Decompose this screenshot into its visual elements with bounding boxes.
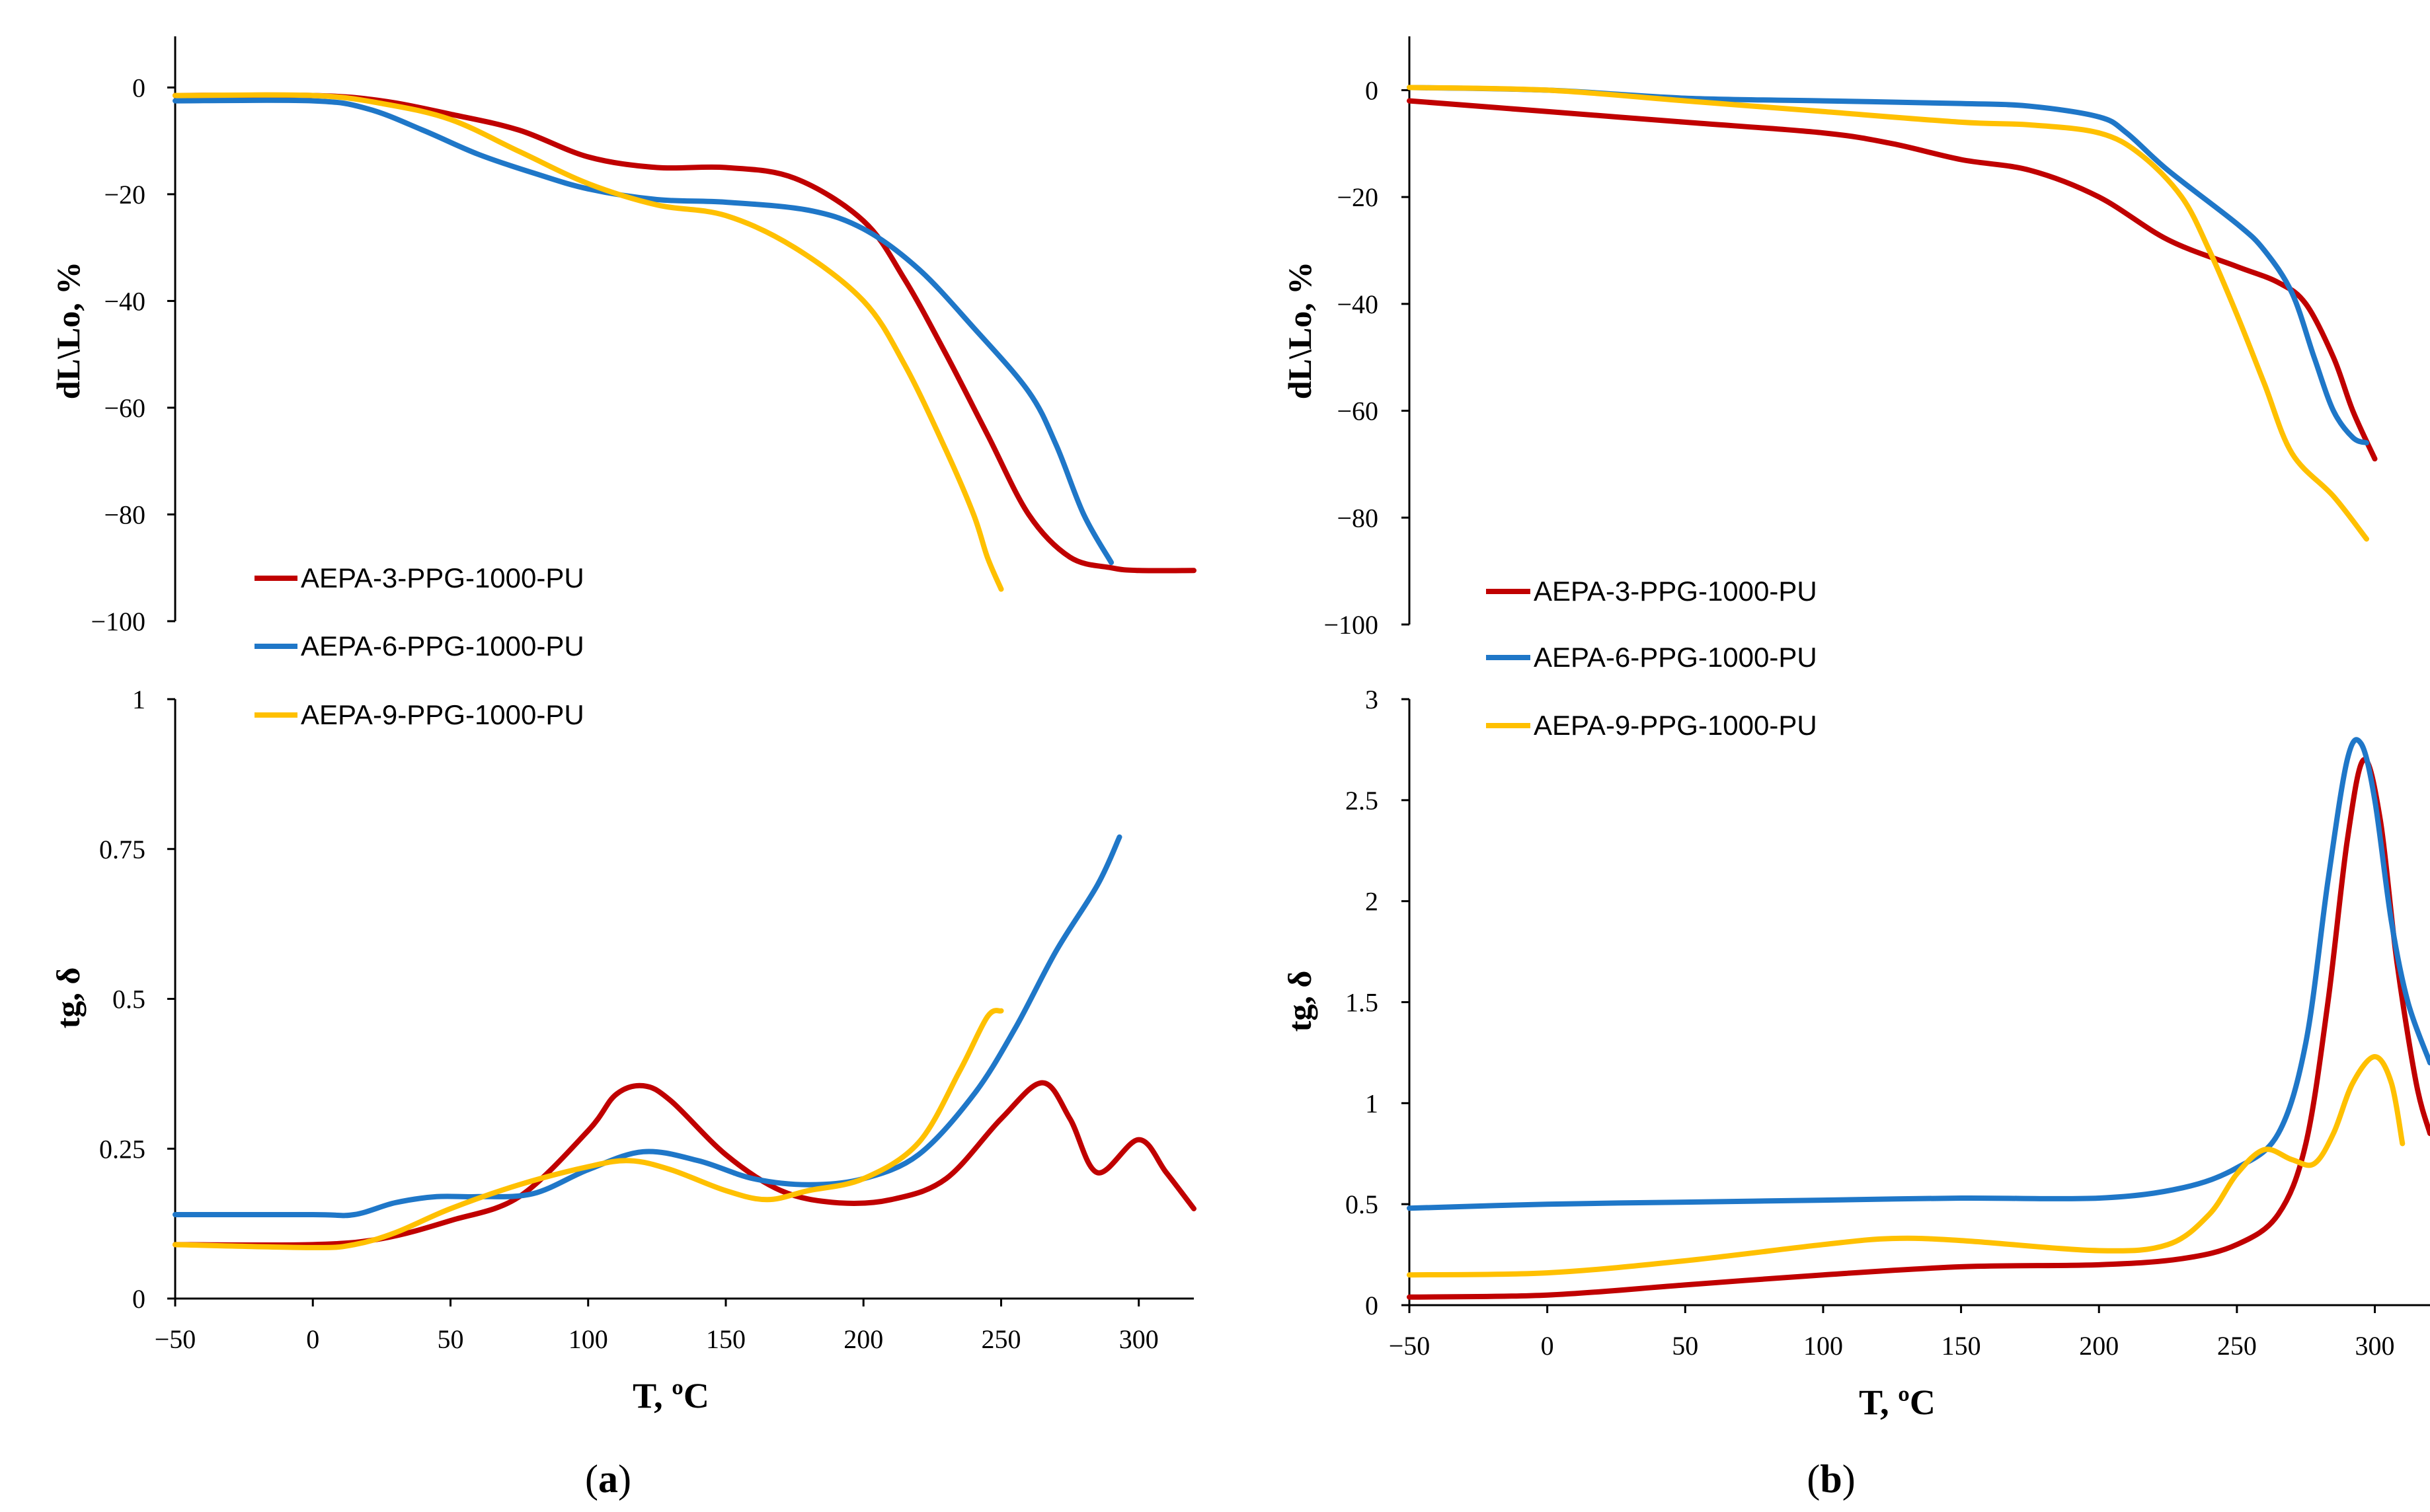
x-tick-label: 200 [2079,1331,2119,1361]
panel-label-a-letter: a [598,1457,618,1501]
x-tick-label: 250 [2217,1331,2257,1361]
legend-a-label-2: AEPA-6-PPG-1000-PU [301,630,584,662]
y-tick-label: 0.5 [1345,1190,1378,1219]
chart-b-bottom-y-label: tg, δ [1281,971,1318,1032]
y-tick-label: 1 [1365,1088,1378,1118]
legend-b-label-3: AEPA-9-PPG-1000-PU [1534,710,1817,741]
y-tick-label: 2.5 [1345,786,1378,815]
chart-b-top-y-label: dL\Lo, % [1281,262,1318,399]
y-tick-label: −80 [1337,503,1378,533]
panel-label-a: (a) [585,1457,631,1501]
chart-b-tan-delta: tg, δ 0 0.5 1 1.5 2 2.5 3 −50 0 50 100 150 200 250 30… [1281,685,2430,1422]
x-tick-label: 200 [843,1324,883,1354]
legend-b-label-2: AEPA-6-PPG-1000-PU [1534,642,1817,673]
x-tick-label: 100 [568,1324,608,1354]
x-tick-label: 300 [2355,1331,2395,1361]
series-line-aepa-6-ppg-1000-pu [173,97,1115,566]
x-tick-label: 0 [1541,1331,1554,1361]
chart-b-bottom-y-ticks: 0 0.5 1 1.5 2 2.5 3 [1345,685,1409,1320]
chart-a-top-series [173,92,1196,592]
y-tick-label: 0 [1365,1291,1378,1320]
chart-a-tan-delta: tg, δ 0 0.25 0.5 0.75 1 −50 0 50 100 150 200 250 30… [50,685,1196,1416]
series-line-aepa-9-ppg-1000-pu [173,1008,1004,1250]
panel-label-b-letter: b [1820,1457,1842,1501]
y-tick-label: 3 [1365,685,1378,714]
chart-a-bottom-series [173,834,1196,1250]
y-tick-label: 1.5 [1345,988,1378,1018]
panel-label-b: (b) [1807,1457,1855,1501]
y-tick-label: −100 [1323,610,1378,640]
chart-a-top-y-label: dL\Lo, % [50,262,87,399]
y-tick-label: −40 [104,286,145,316]
series-line-aepa-6-ppg-1000-pu [1407,737,2430,1211]
y-tick-label: 0 [132,1284,145,1314]
y-tick-label: −100 [91,607,145,636]
legend-a-item-2: AEPA-6-PPG-1000-PU [255,630,584,662]
y-tick-label: 0 [132,73,145,102]
y-tick-label: −60 [104,393,145,423]
chart-a-bottom-x-ticks: −50 0 50 100 150 200 250 300 [155,1299,1159,1354]
y-tick-label: 0 [1365,75,1378,105]
chart-a-bottom-y-ticks: 0 0.25 0.5 0.75 1 [99,685,175,1314]
legend-a-item-3: AEPA-9-PPG-1000-PU [255,699,584,730]
legend-a-label-3: AEPA-9-PPG-1000-PU [301,699,584,730]
chart-a-dilatometry: dL\Lo, % 0 −20 −40 −60 −80 −100 [50,36,1196,636]
x-tick-label: 100 [1803,1331,1843,1361]
x-tick-label: 250 [981,1324,1021,1354]
chart-b-dilatometry: dL\Lo, % 0 −20 −40 −60 −80 −100 [1281,36,2378,640]
chart-b-top-y-ticks: 0 −20 −40 −60 −80 −100 [1323,75,1409,640]
y-tick-label: −40 [1337,289,1378,319]
legend-b-item-1: AEPA-3-PPG-1000-PU [1486,576,1817,607]
chart-b-bottom-series [1407,737,2430,1300]
chart-a-x-label: T, ºC [633,1376,709,1416]
y-tick-label: 0.5 [112,985,145,1014]
x-tick-label: −50 [1389,1331,1431,1361]
y-tick-label: 2 [1365,887,1378,917]
chart-a-bottom-y-label: tg, δ [50,967,87,1029]
chart-b-top-series [1407,85,2378,542]
x-tick-label: 50 [437,1324,463,1354]
series-line-aepa-9-ppg-1000-pu [1407,85,2369,542]
series-line-aepa-3-ppg-1000-pu [173,1080,1196,1248]
legend-b-item-2: AEPA-6-PPG-1000-PU [1486,642,1817,673]
y-tick-label: −80 [104,500,145,529]
series-line-aepa-9-ppg-1000-pu [173,92,1004,592]
x-tick-label: 150 [1941,1331,1981,1361]
y-tick-label: 1 [132,685,145,714]
y-tick-label: −20 [1337,182,1378,212]
legend-b: AEPA-3-PPG-1000-PU AEPA-6-PPG-1000-PU AE… [1486,576,1817,741]
chart-b-x-label: T, ºC [1859,1382,1936,1422]
legend-b-label-1: AEPA-3-PPG-1000-PU [1534,576,1817,607]
legend-a-item-1: AEPA-3-PPG-1000-PU [255,562,584,593]
legend-a: AEPA-3-PPG-1000-PU AEPA-6-PPG-1000-PU AE… [255,562,584,730]
y-tick-label: −60 [1337,397,1378,426]
x-tick-label: 150 [706,1324,746,1354]
legend-a-label-1: AEPA-3-PPG-1000-PU [301,562,584,593]
y-tick-label: 0.25 [99,1134,145,1164]
series-line-aepa-3-ppg-1000-pu [1407,98,2378,462]
y-tick-label: 0.75 [99,835,145,864]
x-tick-label: 0 [306,1324,319,1354]
series-line-aepa-6-ppg-1000-pu [173,834,1122,1219]
series-line-aepa-9-ppg-1000-pu [1407,1054,2406,1278]
x-tick-label: −50 [155,1324,196,1354]
legend-b-item-3: AEPA-9-PPG-1000-PU [1486,710,1817,741]
chart-b-bottom-x-ticks: −50 0 50 100 150 200 250 300 [1389,1305,2395,1361]
y-tick-label: −20 [104,180,145,209]
series-line-aepa-3-ppg-1000-pu [1407,757,2430,1300]
chart-a-top-y-ticks: 0 −20 −40 −60 −80 −100 [91,73,175,636]
x-tick-label: 50 [1672,1331,1698,1361]
x-tick-label: 300 [1119,1324,1159,1354]
series-line-aepa-3-ppg-1000-pu [173,92,1196,574]
